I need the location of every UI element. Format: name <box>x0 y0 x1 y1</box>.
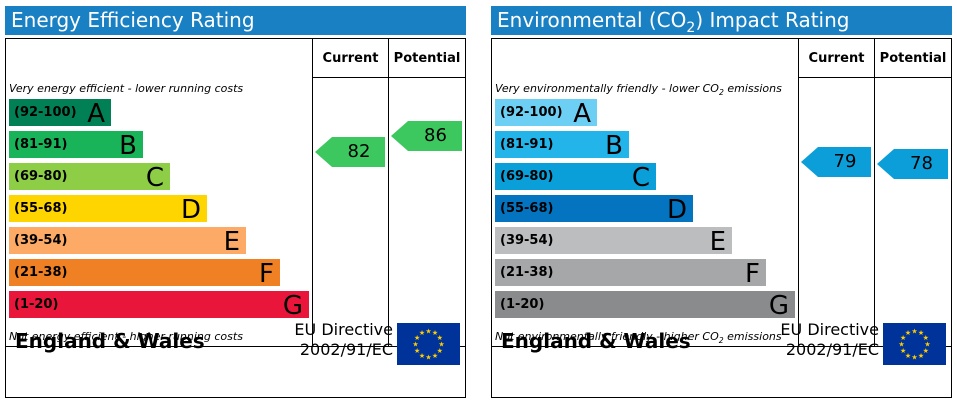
svg-text:★: ★ <box>425 328 431 336</box>
band-letter: A <box>87 99 105 129</box>
eu-directive-line2: 2002/91/EC <box>785 340 879 359</box>
energy-efficiency-panel: Energy Efficiency Rating Current Potenti… <box>5 6 466 398</box>
band-letter: G <box>282 291 303 321</box>
band-range-label: (81-91) <box>14 137 68 152</box>
rating-band-b: (81-91) B <box>495 131 629 161</box>
rating-band-f: (21-38) F <box>9 259 280 289</box>
svg-text:★: ★ <box>437 347 443 355</box>
potential-rating-arrow: 78 <box>877 149 948 179</box>
current-rating-value: 79 <box>833 151 857 172</box>
band-letter: E <box>223 227 240 257</box>
svg-text:★: ★ <box>924 341 930 349</box>
rating-band-d: (55-68) D <box>9 195 207 225</box>
svg-text:★: ★ <box>918 352 924 360</box>
eu-directive-line1: EU Directive <box>780 320 879 339</box>
eu-directive: EU Directive 2002/91/EC <box>294 320 393 360</box>
rating-band-g: (1-20) G <box>9 291 309 321</box>
svg-text:★: ★ <box>419 329 425 337</box>
rating-band-c: (69-80) C <box>495 163 656 193</box>
svg-text:★: ★ <box>905 329 911 337</box>
rating-band-a: (92-100) A <box>9 99 111 129</box>
potential-column-header: Potential <box>879 51 947 66</box>
svg-text:★: ★ <box>923 347 929 355</box>
band-range-label: (69-80) <box>500 169 554 184</box>
eu-directive-line1: EU Directive <box>294 320 393 339</box>
svg-text:★: ★ <box>900 334 906 342</box>
current-rating-value: 82 <box>347 141 371 162</box>
band-letter: F <box>259 259 274 289</box>
band-letter: B <box>605 131 623 161</box>
svg-text:★: ★ <box>918 329 924 337</box>
svg-text:★: ★ <box>900 347 906 355</box>
svg-text:★: ★ <box>898 341 904 349</box>
svg-text:★: ★ <box>911 328 917 336</box>
eu-directive: EU Directive 2002/91/EC <box>780 320 879 360</box>
band-range-label: (92-100) <box>500 105 563 120</box>
potential-column-header: Potential <box>393 51 461 66</box>
band-letter: B <box>119 131 137 161</box>
svg-text:★: ★ <box>414 334 420 342</box>
svg-text:★: ★ <box>438 341 444 349</box>
band-letter: G <box>768 291 789 321</box>
potential-rating-value: 78 <box>910 153 933 174</box>
bottom-note: Not environmentally friendly - higher CO… <box>495 330 782 346</box>
band-range-label: (92-100) <box>14 105 77 120</box>
band-range-label: (21-38) <box>500 265 554 280</box>
potential-rating-value: 86 <box>424 125 447 146</box>
eu-directive-line2: 2002/91/EC <box>299 340 393 359</box>
environmental-impact-table: Current Potential Very environmentally f… <box>491 38 952 398</box>
current-rating-arrow: 79 <box>801 147 871 177</box>
rating-band-g: (1-20) G <box>495 291 795 321</box>
band-range-label: (21-38) <box>14 265 68 280</box>
band-letter: D <box>180 195 201 225</box>
rating-band-f: (21-38) F <box>495 259 766 289</box>
svg-text:★: ★ <box>911 354 917 362</box>
band-range-label: (55-68) <box>500 201 554 216</box>
band-range-label: (69-80) <box>14 169 68 184</box>
band-letter: A <box>573 99 591 129</box>
svg-text:★: ★ <box>432 352 438 360</box>
svg-text:★: ★ <box>414 347 420 355</box>
top-note: Very energy efficient - lower running co… <box>9 82 244 95</box>
band-letter: E <box>709 227 726 257</box>
potential-rating-arrow: 86 <box>391 121 462 151</box>
band-range-label: (39-54) <box>14 233 68 248</box>
footer-region-label: England & Wales <box>501 329 691 353</box>
svg-text:★: ★ <box>923 334 929 342</box>
band-range-label: (1-20) <box>500 297 545 312</box>
eu-flag-icon: ★ ★ ★ ★ ★ ★ ★ ★ ★ ★ ★ ★ <box>883 323 946 365</box>
footer-region-label: England & Wales <box>15 329 205 353</box>
band-range-label: (55-68) <box>14 201 68 216</box>
svg-text:★: ★ <box>425 354 431 362</box>
environmental-impact-title: Environmental (CO2) Impact Rating <box>491 6 952 36</box>
environmental-impact-panel: Environmental (CO2) Impact Rating Curren… <box>491 6 952 398</box>
current-rating-arrow: 82 <box>315 137 385 167</box>
svg-text:★: ★ <box>437 334 443 342</box>
rating-band-e: (39-54) E <box>9 227 246 257</box>
band-letter: C <box>631 163 650 193</box>
band-range-label: (81-91) <box>500 137 554 152</box>
svg-text:★: ★ <box>905 352 911 360</box>
svg-text:★: ★ <box>432 329 438 337</box>
bottom-note: Not energy efficient - higher running co… <box>9 330 243 343</box>
eu-flag-icon: ★ ★ ★ ★ ★ ★ ★ ★ ★ ★ ★ ★ <box>397 323 460 365</box>
top-note: Very environmentally friendly - lower CO… <box>495 82 782 98</box>
band-range-label: (39-54) <box>500 233 554 248</box>
svg-text:★: ★ <box>412 341 418 349</box>
current-column-header: Current <box>322 51 379 66</box>
band-letter: F <box>745 259 760 289</box>
svg-text:★: ★ <box>419 352 425 360</box>
rating-band-a: (92-100) A <box>495 99 597 129</box>
rating-band-c: (69-80) C <box>9 163 170 193</box>
energy-efficiency-table: Current Potential Very energy efficient … <box>5 38 466 398</box>
current-column-header: Current <box>808 51 865 66</box>
band-letter: D <box>666 195 687 225</box>
band-letter: C <box>145 163 164 193</box>
rating-band-d: (55-68) D <box>495 195 693 225</box>
energy-efficiency-title: Energy Efficiency Rating <box>5 6 466 35</box>
rating-band-e: (39-54) E <box>495 227 732 257</box>
rating-band-b: (81-91) B <box>9 131 143 161</box>
band-range-label: (1-20) <box>14 297 59 312</box>
